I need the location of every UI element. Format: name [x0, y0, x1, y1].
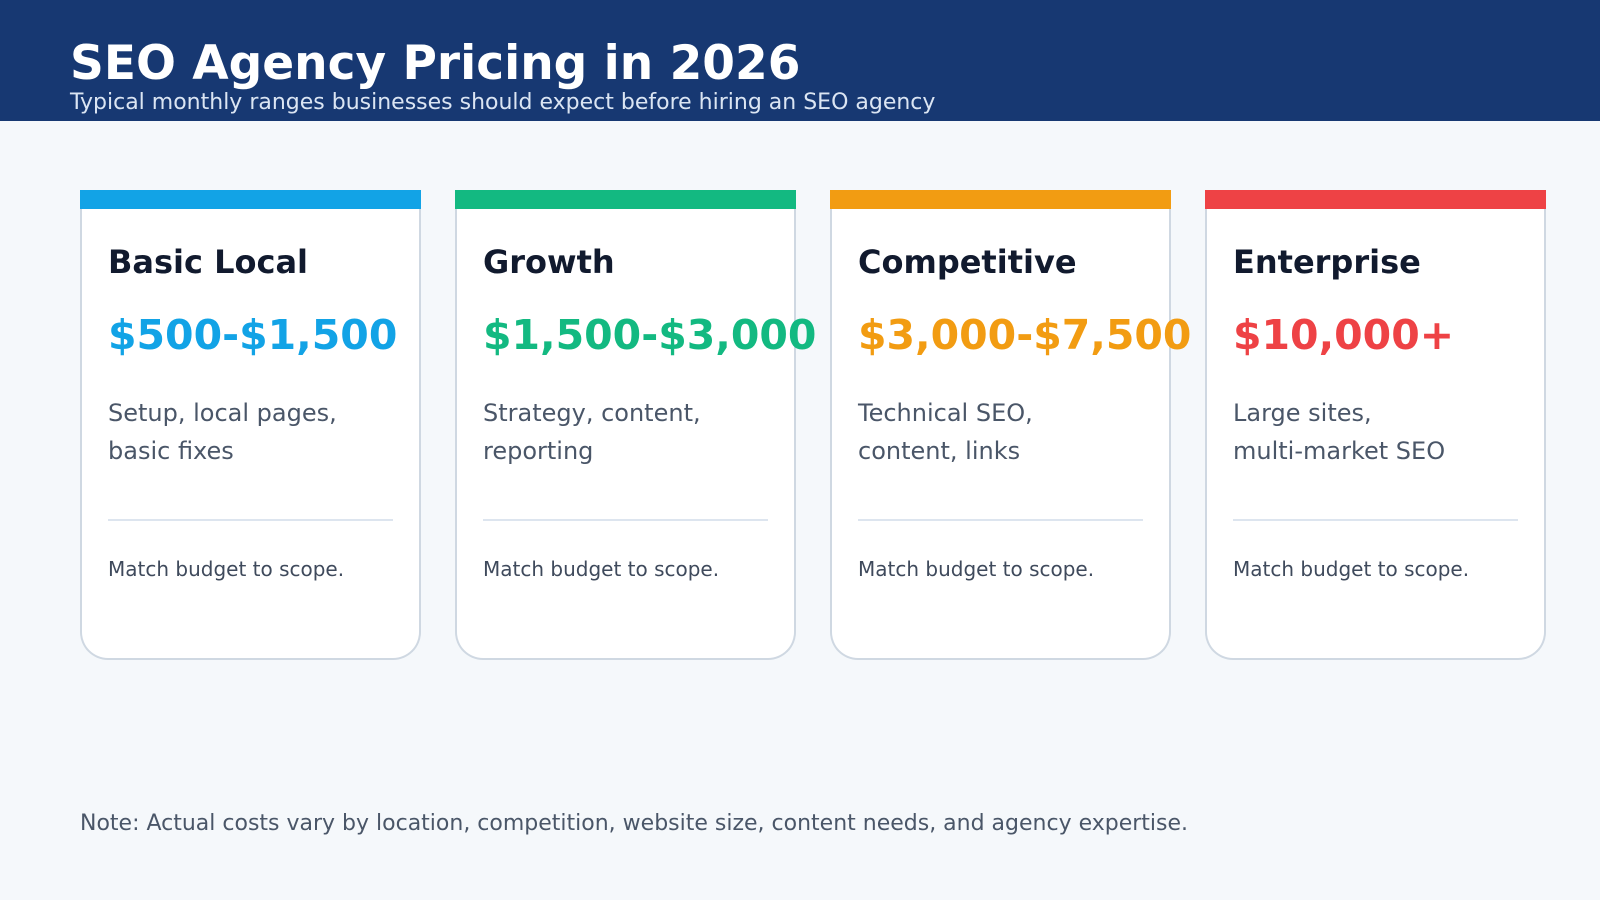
- tier-price: $500-$1,500: [108, 311, 398, 359]
- tier-accent-bar: [80, 190, 421, 209]
- tier-name: Enterprise: [1233, 243, 1421, 281]
- tier-footer-text: Match budget to scope.: [1233, 557, 1470, 581]
- tier-card-growth: Growth $1,500-$3,000 Strategy, content, …: [455, 190, 816, 660]
- tier-description-line: basic fixes: [108, 437, 234, 465]
- page-title: SEO Agency Pricing in 2026: [70, 36, 801, 91]
- tier-accent-bar: [830, 190, 1171, 209]
- footnote: Note: Actual costs vary by location, com…: [80, 811, 1189, 836]
- tier-name: Competitive: [858, 243, 1077, 281]
- tier-description: Setup, local pages, basic fixes: [108, 394, 408, 470]
- header-banner: SEO Agency Pricing in 2026 Typical month…: [0, 0, 1600, 121]
- tier-divider: [1233, 519, 1518, 521]
- tier-description-line: Technical SEO,: [858, 399, 1033, 427]
- tier-card-basic-local: Basic Local $500-$1,500 Setup, local pag…: [80, 190, 421, 660]
- tier-description: Strategy, content, reporting: [483, 394, 783, 470]
- tier-price: $1,500-$3,000: [483, 311, 817, 359]
- tier-description-line: reporting: [483, 437, 594, 465]
- tier-accent-bar: [455, 190, 796, 209]
- tier-description-line: Strategy, content,: [483, 399, 701, 427]
- page-subtitle: Typical monthly ranges businesses should…: [70, 90, 936, 115]
- tier-card-enterprise: Enterprise $10,000+ Large sites, multi-m…: [1205, 190, 1546, 660]
- tier-description-line: Large sites,: [1233, 399, 1372, 427]
- tier-footer-text: Match budget to scope.: [108, 557, 345, 581]
- tier-footer-text: Match budget to scope.: [483, 557, 720, 581]
- tier-price: $10,000+: [1233, 311, 1455, 359]
- tier-description-line: multi-market SEO: [1233, 437, 1446, 465]
- tier-divider: [108, 519, 393, 521]
- tier-description: Technical SEO, content, links: [858, 394, 1158, 470]
- tier-name: Basic Local: [108, 243, 309, 281]
- tier-description: Large sites, multi-market SEO: [1233, 394, 1533, 470]
- tier-card-competitive: Competitive $3,000-$7,500 Technical SEO,…: [830, 190, 1191, 660]
- tier-description-line: content, links: [858, 437, 1021, 465]
- tier-price: $3,000-$7,500: [858, 311, 1192, 359]
- tier-footer-text: Match budget to scope.: [858, 557, 1095, 581]
- tier-divider: [858, 519, 1143, 521]
- tier-name: Growth: [483, 243, 615, 281]
- tier-divider: [483, 519, 768, 521]
- tier-description-line: Setup, local pages,: [108, 399, 337, 427]
- tier-accent-bar: [1205, 190, 1546, 209]
